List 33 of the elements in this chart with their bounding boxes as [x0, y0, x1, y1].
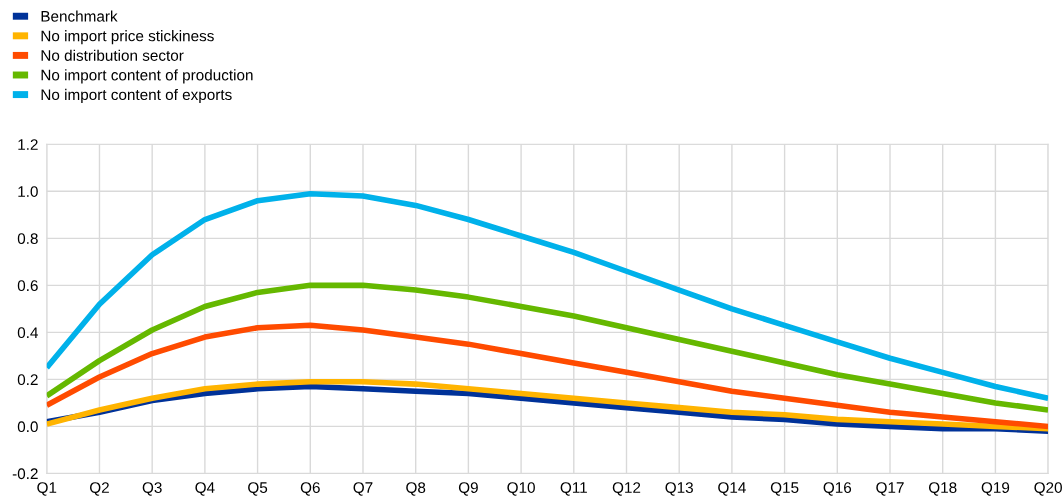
- x-tick-label: Q8: [406, 482, 426, 496]
- x-tick-label: Q2: [90, 482, 109, 496]
- x-tick-label: Q14: [718, 482, 746, 496]
- x-tick-label: Q16: [823, 482, 852, 496]
- legend-label: No import content of exports: [41, 88, 232, 104]
- y-tick-label: 0.4: [17, 327, 38, 339]
- x-tick-label: Q11: [560, 482, 587, 496]
- x-tick-label: Q9: [458, 482, 478, 496]
- legend-label: No distribution sector: [41, 49, 184, 61]
- x-tick-label: Q18: [929, 482, 957, 496]
- x-tick-label: Q7: [353, 482, 373, 496]
- x-tick-label: Q5: [248, 482, 268, 496]
- y-tick-label: 0.6: [17, 280, 38, 292]
- x-tick-label: Q4: [195, 482, 215, 496]
- x-tick-label: Q6: [300, 482, 320, 496]
- x-tick-label: Q12: [612, 482, 641, 496]
- legend-label: No import price stickiness: [41, 30, 214, 45]
- y-tick-label: 1.0: [18, 186, 38, 197]
- y-tick-label: -0.2: [12, 468, 38, 480]
- y-tick-label: 1.2: [18, 139, 38, 150]
- x-tick-label: Q1: [37, 482, 57, 496]
- x-tick-label: Q20: [1034, 482, 1062, 496]
- legend-label: Benchmark: [41, 10, 118, 22]
- x-tick-label: Q15: [770, 482, 799, 496]
- y-tick-label: 0.8: [17, 233, 38, 245]
- y-tick-label: 0.2: [17, 374, 38, 386]
- x-tick-label: Q10: [507, 482, 535, 496]
- legend-label: No import content of production: [41, 69, 253, 84]
- x-tick-label: Q3: [142, 482, 162, 496]
- x-tick-label: Q17: [876, 482, 904, 496]
- x-tick-label: Q13: [665, 482, 693, 496]
- y-tick-label: 0.0: [17, 421, 38, 433]
- x-tick-label: Q19: [981, 482, 1010, 496]
